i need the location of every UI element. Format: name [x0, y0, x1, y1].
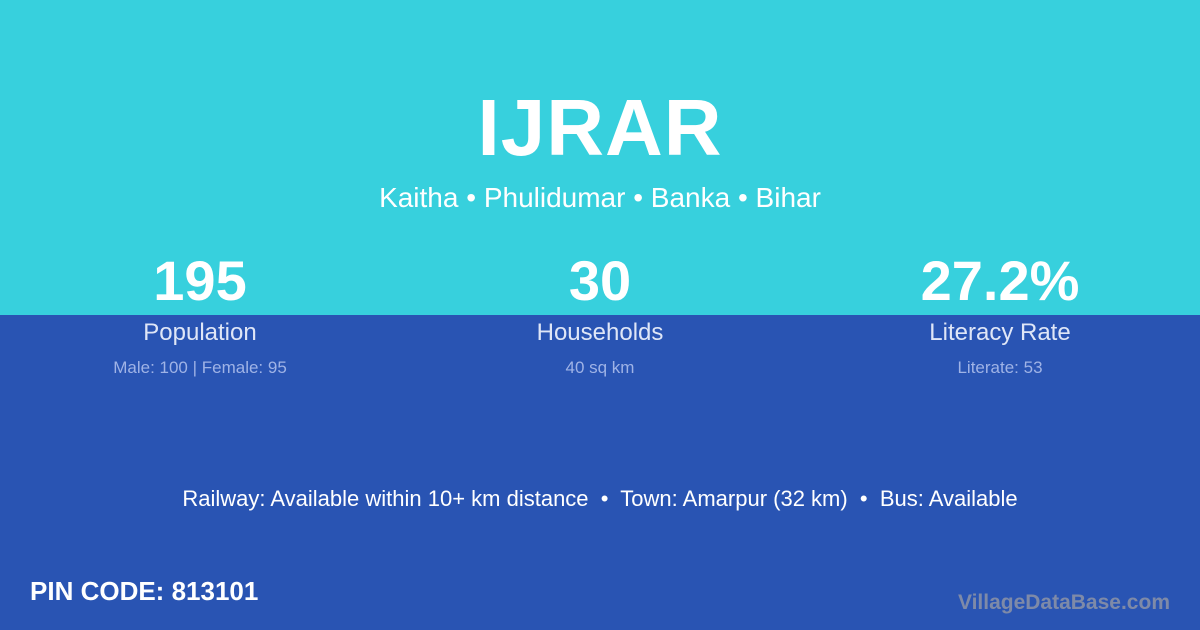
- stat-detail: 40 sq km: [565, 358, 635, 377]
- brand-watermark: VillageDataBase.com: [957, 591, 1170, 614]
- stat-value: 30: [568, 249, 632, 312]
- stat-detail: Male: 100 | Female: 95: [113, 358, 287, 377]
- stat-population: 195 Population Male: 100 | Female: 95: [0, 250, 400, 378]
- stat-households: 30 Households 40 sq km: [400, 250, 800, 378]
- location-breadcrumb: Kaitha • Phulidumar • Banka • Bihar: [379, 182, 821, 213]
- pin-code: PIN CODE: 813101: [30, 576, 259, 606]
- village-title: IJRAR: [477, 83, 723, 172]
- access-info: Railway: Available within 10+ km distanc…: [182, 486, 1018, 511]
- stat-value: 195: [153, 249, 247, 312]
- stat-detail: Literate: 53: [957, 358, 1043, 377]
- header-band: [0, 0, 1200, 315]
- content-band: [0, 315, 1200, 630]
- stat-literacy: 27.2% Literacy Rate Literate: 53: [800, 250, 1200, 378]
- stat-value: 27.2%: [920, 249, 1080, 312]
- stat-label: Households: [536, 319, 664, 346]
- stat-label: Population: [143, 319, 257, 346]
- stat-label: Literacy Rate: [929, 319, 1071, 346]
